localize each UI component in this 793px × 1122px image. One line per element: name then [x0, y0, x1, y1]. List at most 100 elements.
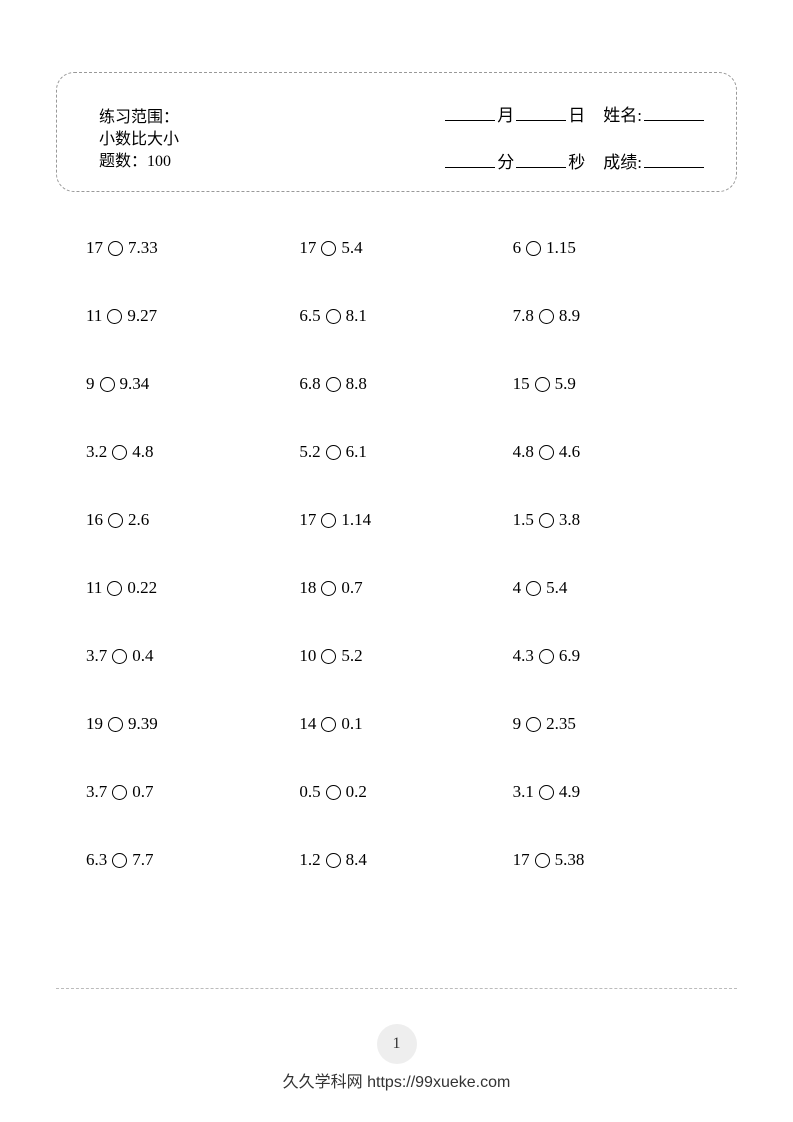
- problems-grid: 177.33175.461.15119.276.58.17.88.999.346…: [86, 238, 726, 918]
- compare-circle[interactable]: [326, 309, 341, 324]
- compare-circle[interactable]: [321, 649, 336, 664]
- compare-circle[interactable]: [112, 785, 127, 800]
- problem-row: 162.617 1.14 1.5 3.8: [86, 510, 726, 530]
- right-value: 0.2: [346, 782, 367, 802]
- compare-circle[interactable]: [526, 717, 541, 732]
- compare-circle[interactable]: [108, 717, 123, 732]
- problem-row: 199.39140.192.35: [86, 714, 726, 734]
- right-value: 3.8: [559, 510, 580, 530]
- month-label: 月: [497, 101, 514, 126]
- right-value: 0.7: [341, 578, 362, 598]
- problem-cell: 4.36.9: [513, 646, 726, 666]
- left-value: 7.8: [513, 306, 534, 326]
- right-value: 0.7: [132, 782, 153, 802]
- right-value: 8.4: [346, 850, 367, 870]
- second-blank[interactable]: [516, 152, 566, 168]
- left-value: 6: [513, 238, 522, 258]
- left-value: 0.5: [299, 782, 320, 802]
- compare-circle[interactable]: [539, 445, 554, 460]
- right-value: 0.4: [132, 646, 153, 666]
- compare-circle[interactable]: [108, 513, 123, 528]
- compare-circle[interactable]: [100, 377, 115, 392]
- left-value: 4.8: [513, 442, 534, 462]
- score-label: 成绩:: [603, 148, 642, 173]
- problem-row: 3.7 0.4 105.24.36.9: [86, 646, 726, 666]
- header-left: 练习范围： 小数比大小 题数：100: [99, 107, 179, 173]
- problem-cell: 119.27: [86, 306, 299, 326]
- compare-circle[interactable]: [539, 785, 554, 800]
- right-value: 1.15: [546, 238, 576, 258]
- problem-cell: 6.37.7: [86, 850, 299, 870]
- left-value: 17: [513, 850, 530, 870]
- minute-blank[interactable]: [445, 152, 495, 168]
- problem-cell: 177.33: [86, 238, 299, 258]
- compare-circle[interactable]: [526, 241, 541, 256]
- right-value: 6.9: [559, 646, 580, 666]
- problem-cell: 3.14.9: [513, 782, 726, 802]
- left-value: 6.5: [299, 306, 320, 326]
- problem-cell: 3.7 0.7: [86, 782, 299, 802]
- compare-circle[interactable]: [108, 241, 123, 256]
- right-value: 4.8: [132, 442, 153, 462]
- header-box: 练习范围： 小数比大小 题数：100 月 日 姓名: 分 秒 成绩:: [56, 72, 737, 192]
- compare-circle[interactable]: [112, 445, 127, 460]
- problem-row: 177.33175.461.15: [86, 238, 726, 258]
- left-value: 18: [299, 578, 316, 598]
- compare-circle[interactable]: [112, 649, 127, 664]
- compare-circle[interactable]: [326, 853, 341, 868]
- problem-cell: 199.39: [86, 714, 299, 734]
- problem-cell: 175.4: [299, 238, 512, 258]
- problem-cell: 162.6: [86, 510, 299, 530]
- compare-circle[interactable]: [535, 377, 550, 392]
- second-label: 秒: [568, 148, 585, 173]
- score-blank[interactable]: [644, 152, 704, 168]
- problem-cell: 6.88.8: [299, 374, 512, 394]
- compare-circle[interactable]: [107, 309, 122, 324]
- left-value: 11: [86, 578, 102, 598]
- left-value: 1.5: [513, 510, 534, 530]
- left-value: 3.1: [513, 782, 534, 802]
- compare-circle[interactable]: [321, 513, 336, 528]
- compare-circle[interactable]: [535, 853, 550, 868]
- name-label: 姓名:: [603, 101, 642, 126]
- compare-circle[interactable]: [539, 649, 554, 664]
- problem-cell: 140.1: [299, 714, 512, 734]
- month-blank[interactable]: [445, 105, 495, 121]
- right-value: 7.7: [132, 850, 153, 870]
- problem-cell: 105.2: [299, 646, 512, 666]
- compare-circle[interactable]: [321, 581, 336, 596]
- left-value: 10: [299, 646, 316, 666]
- compare-circle[interactable]: [326, 785, 341, 800]
- left-value: 17: [299, 510, 316, 530]
- left-value: 17: [299, 238, 316, 258]
- right-value: 5.38: [555, 850, 585, 870]
- count-value: 100: [147, 153, 171, 170]
- compare-circle[interactable]: [321, 717, 336, 732]
- right-value: 0.1: [341, 714, 362, 734]
- left-value: 3.7: [86, 646, 107, 666]
- compare-circle[interactable]: [112, 853, 127, 868]
- compare-circle[interactable]: [526, 581, 541, 596]
- name-blank[interactable]: [644, 105, 704, 121]
- compare-circle[interactable]: [326, 445, 341, 460]
- problem-cell: 7.88.9: [513, 306, 726, 326]
- right-value: 2.6: [128, 510, 149, 530]
- problem-cell: 180.7: [299, 578, 512, 598]
- compare-circle[interactable]: [107, 581, 122, 596]
- compare-circle[interactable]: [326, 377, 341, 392]
- right-value: 7.33: [128, 238, 158, 258]
- problem-cell: 110.22: [86, 578, 299, 598]
- compare-circle[interactable]: [539, 513, 554, 528]
- problem-row: 6.37.71.28.4175.38: [86, 850, 726, 870]
- day-blank[interactable]: [516, 105, 566, 121]
- problem-row: 3.7 0.7 0.5 0.2 3.14.9: [86, 782, 726, 802]
- problem-cell: 4.84.6: [513, 442, 726, 462]
- right-value: 5.4: [341, 238, 362, 258]
- compare-circle[interactable]: [321, 241, 336, 256]
- right-value: 9.27: [127, 306, 157, 326]
- right-value: 6.1: [346, 442, 367, 462]
- right-value: 1.14: [341, 510, 371, 530]
- left-value: 3.7: [86, 782, 107, 802]
- compare-circle[interactable]: [539, 309, 554, 324]
- problem-cell: 155.9: [513, 374, 726, 394]
